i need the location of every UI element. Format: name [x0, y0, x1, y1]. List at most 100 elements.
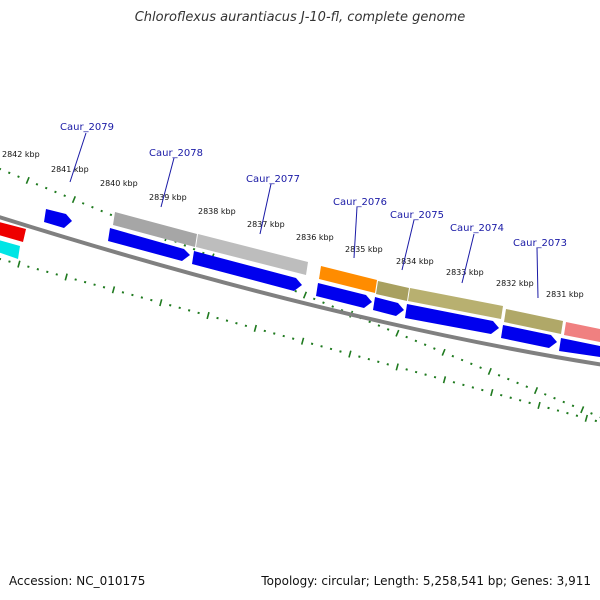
minor-tick	[405, 335, 408, 339]
kbp-label: 2837 kbp	[247, 220, 285, 229]
feature-olive-1[interactable]	[376, 281, 409, 301]
gene-label[interactable]: Caur_2079	[60, 122, 114, 133]
minor-tick	[377, 324, 381, 327]
gene-label[interactable]: Caur_2073	[513, 238, 567, 249]
minor-tick	[294, 289, 298, 293]
map-title: Chloroflexus aurantiacus J-10-fl, comple…	[134, 10, 466, 25]
cds-arrow[interactable]	[501, 325, 557, 348]
major-tick	[442, 376, 447, 384]
major-tick	[253, 324, 258, 332]
kbp-label: 2840 kbp	[100, 179, 138, 188]
minor-tick	[543, 393, 547, 396]
cds-arrow[interactable]	[405, 304, 499, 334]
kbp-label: 2842 kbp	[2, 150, 40, 159]
minor-tick	[424, 373, 427, 376]
gene-leader-line	[461, 233, 475, 284]
major-tick	[25, 176, 30, 184]
minor-tick	[462, 383, 465, 387]
minor-tick	[197, 311, 200, 315]
minor-tick	[192, 247, 196, 251]
minor-tick	[36, 268, 40, 271]
minor-tick	[17, 175, 20, 178]
minor-tick	[178, 306, 181, 310]
feature-gray-2[interactable]	[196, 234, 308, 275]
minor-tick	[263, 329, 267, 333]
cds-arrow[interactable]	[192, 251, 302, 291]
major-tick	[584, 414, 589, 422]
minor-tick	[55, 273, 58, 276]
kbp-label: 2836 kbp	[296, 233, 334, 242]
minor-tick	[470, 362, 473, 366]
minor-tick	[109, 213, 113, 217]
minor-tick	[54, 190, 57, 194]
major-tick	[537, 401, 541, 410]
minor-tick	[27, 265, 30, 268]
minor-tick	[481, 388, 484, 392]
major-tick	[302, 291, 308, 299]
major-tick	[111, 286, 116, 294]
minor-tick	[525, 385, 529, 389]
gene-label[interactable]: Caur_2076	[333, 197, 387, 208]
major-tick	[64, 273, 68, 281]
major-tick	[159, 299, 163, 307]
gene-leader-line	[259, 183, 272, 235]
minor-tick	[187, 309, 191, 312]
gene-label[interactable]: Caur_2074	[450, 223, 504, 234]
feature-orange[interactable]	[319, 266, 377, 293]
feature-red[interactable]	[0, 221, 26, 242]
minor-tick	[8, 260, 11, 263]
minor-tick	[509, 396, 512, 399]
major-tick	[487, 367, 492, 375]
cds-arrow[interactable]	[316, 283, 372, 308]
minor-tick	[44, 186, 48, 190]
minor-tick	[405, 368, 408, 371]
feature-gray-1[interactable]	[113, 212, 197, 247]
minor-tick	[386, 363, 389, 366]
kbp-label: 2831 kbp	[546, 290, 584, 299]
minor-tick	[423, 343, 427, 347]
major-tick	[580, 406, 585, 414]
minor-tick	[368, 320, 371, 324]
cds-arrow[interactable]	[559, 338, 600, 357]
major-tick	[17, 260, 21, 268]
cds-arrow[interactable]	[44, 209, 72, 228]
minor-tick	[81, 202, 85, 205]
genome-summary-label: Topology: circular; Length: 5,258,541 bp…	[261, 574, 591, 588]
feature-olive-2[interactable]	[408, 288, 503, 319]
kbp-label: 2838 kbp	[198, 207, 236, 216]
gene-leader-line	[536, 247, 539, 299]
cds-arrow[interactable]	[373, 297, 404, 316]
backbone-group	[0, 215, 600, 367]
cds-arrow[interactable]	[108, 228, 190, 261]
feature-olive-3[interactable]	[504, 309, 563, 334]
kbp-label: 2834 kbp	[396, 257, 434, 266]
feature-cyan[interactable]	[0, 239, 20, 259]
minor-tick	[282, 334, 285, 338]
minor-tick	[312, 297, 316, 301]
minor-tick	[471, 386, 475, 389]
minor-tick	[386, 328, 390, 331]
minor-tick	[528, 401, 531, 405]
minor-tick	[433, 375, 437, 379]
minor-tick	[93, 283, 96, 286]
gene-label[interactable]: Caur_2077	[246, 174, 300, 185]
minor-tick	[140, 296, 144, 299]
minor-tick	[518, 399, 522, 402]
minor-tick	[460, 358, 464, 362]
gene-label[interactable]: Caur_2078	[149, 148, 203, 159]
minor-tick	[91, 205, 94, 209]
gene-label[interactable]: Caur_2075	[390, 210, 444, 221]
minor-tick	[479, 366, 482, 369]
minor-tick	[244, 324, 248, 328]
major-tick	[395, 363, 399, 371]
gene-leader-line	[160, 157, 175, 208]
minor-tick	[377, 360, 380, 363]
kbp-label: 2841 kbp	[51, 165, 89, 174]
minor-tick	[131, 293, 134, 297]
minor-tick	[46, 270, 49, 274]
minor-tick	[320, 345, 323, 348]
feature-track	[0, 209, 600, 357]
major-tick	[490, 389, 494, 397]
feature-salmon[interactable]	[564, 322, 600, 343]
